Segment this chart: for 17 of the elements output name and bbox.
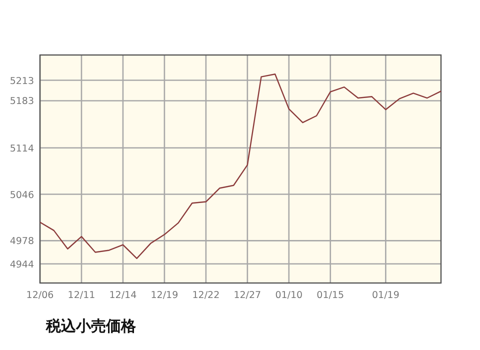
x-tick-label: 12/19 xyxy=(150,290,178,301)
x-tick-label: 12/27 xyxy=(234,290,262,301)
y-tick-label: 5114 xyxy=(10,143,34,154)
y-tick-label: 4944 xyxy=(10,259,34,270)
x-tick-label: 12/22 xyxy=(192,290,220,301)
x-tick-label: 01/15 xyxy=(316,290,344,301)
x-tick-label: 12/06 xyxy=(26,290,54,301)
line-series xyxy=(39,74,442,260)
y-tick-label: 5046 xyxy=(10,190,34,201)
y-tick-label: 4978 xyxy=(10,236,34,248)
x-tick-label: 12/14 xyxy=(109,290,137,301)
x-tick-label: 01/10 xyxy=(275,290,303,301)
y-tick-label: 5213 xyxy=(10,76,34,87)
x-tick-label: 01/19 xyxy=(372,290,400,301)
x-tick-label: 12/11 xyxy=(68,290,96,301)
text: 税込小売価格 xyxy=(45,317,137,335)
y-tick-label: 5183 xyxy=(10,96,34,108)
